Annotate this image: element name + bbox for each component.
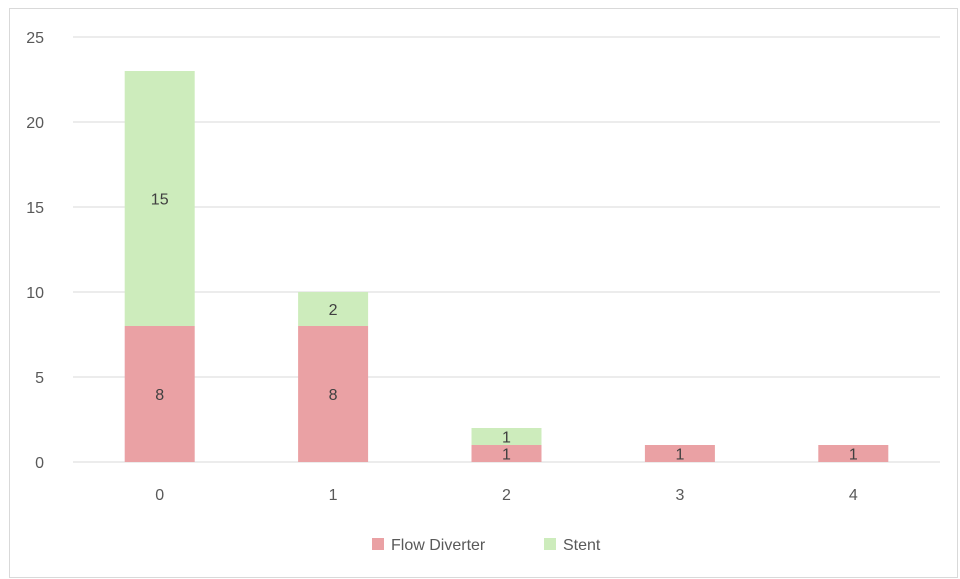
x-tick-label: 2 xyxy=(502,487,511,504)
legend: Flow Diverter Stent xyxy=(372,537,601,554)
legend-label: Flow Diverter xyxy=(391,537,486,554)
data-label: 1 xyxy=(675,447,684,464)
legend-label: Stent xyxy=(563,537,601,554)
y-tick-label: 25 xyxy=(26,30,44,47)
data-label: 1 xyxy=(502,447,511,464)
x-tick-label: 1 xyxy=(329,487,338,504)
legend-swatch-stent xyxy=(544,538,556,550)
data-label: 1 xyxy=(849,447,858,464)
y-tick-label: 20 xyxy=(26,115,44,132)
bar-flow-diverter-4 xyxy=(818,445,889,462)
data-label: 15 xyxy=(151,192,169,209)
bar-stent-2 xyxy=(471,428,542,445)
y-tick-label: 0 xyxy=(35,455,44,472)
bar-flow-diverter-0 xyxy=(124,326,195,462)
y-tick-label: 15 xyxy=(26,200,44,217)
bar-flow-diverter-2 xyxy=(471,445,542,462)
data-label: 1 xyxy=(502,430,511,447)
legend-swatch-flow-diverter xyxy=(372,538,384,550)
x-axis-ticks: 0 1 2 3 4 xyxy=(155,487,858,504)
gridlines xyxy=(73,36,940,463)
data-label: 8 xyxy=(155,387,164,404)
data-label: 2 xyxy=(329,302,338,319)
y-axis-ticks: 0 5 10 15 20 25 xyxy=(26,30,44,472)
x-tick-label: 4 xyxy=(849,487,858,504)
bar-stent-1 xyxy=(298,292,369,326)
bars xyxy=(124,71,889,462)
y-tick-label: 5 xyxy=(35,370,44,387)
x-tick-label: 0 xyxy=(155,487,164,504)
x-tick-label: 3 xyxy=(675,487,684,504)
bar-flow-diverter-1 xyxy=(298,326,369,462)
data-label: 8 xyxy=(329,387,338,404)
y-tick-label: 10 xyxy=(26,285,44,302)
bar-stent-0 xyxy=(124,71,195,326)
bar-flow-diverter-3 xyxy=(644,445,715,462)
